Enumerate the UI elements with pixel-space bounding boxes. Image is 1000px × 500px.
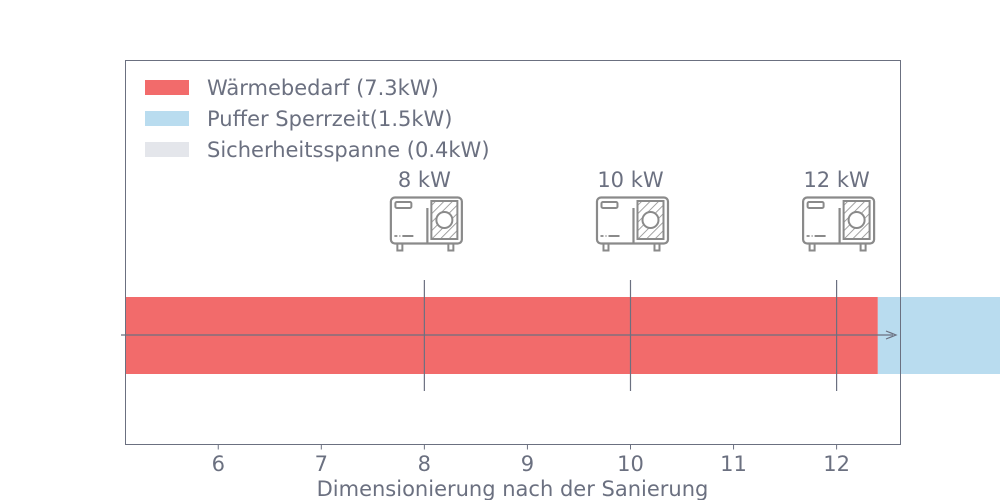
legend: Wärmebedarf (7.3kW) Puffer Sperrzeit(1.5k…	[145, 76, 490, 162]
x-tick-label: 10	[617, 452, 644, 476]
heat-pump-icons: 8 kW 10 kW 12 kW	[389, 168, 876, 252]
legend-swatch-2	[145, 111, 189, 126]
x-tick-label: 6	[212, 452, 225, 476]
heat-pump-icon	[802, 196, 876, 252]
x-arrow	[121, 330, 898, 340]
legend-swatch-1	[145, 80, 189, 95]
x-tick-label: 12	[823, 452, 850, 476]
arrow-head	[885, 330, 898, 340]
x-tick-label: 7	[315, 452, 328, 476]
heat-pump-label-2: 10 kW	[597, 168, 664, 192]
legend-label-2: Puffer Sperrzeit(1.5kW)	[207, 107, 453, 131]
legend-swatch-3	[145, 142, 189, 157]
heat-pump-icon	[389, 196, 463, 252]
legend-label-3: Sicherheitsspanne (0.4kW)	[207, 138, 490, 162]
heat-pump-icon	[595, 196, 670, 252]
plot-frame	[125, 60, 901, 445]
x-axis-label: Dimensionierung nach der Sanierung	[317, 477, 709, 500]
legend-label-1: Wärmebedarf (7.3kW)	[207, 76, 439, 100]
x-tick-label: 8	[418, 452, 431, 476]
heat-pump-label-3: 12 kW	[803, 168, 870, 192]
x-axis-ticks: 6 7 8 9 10 11 12	[212, 444, 850, 476]
x-tick-label: 9	[521, 452, 534, 476]
bar-segment-2	[877, 297, 1000, 374]
heat-pump-label-1: 8 kW	[398, 168, 451, 192]
x-tick-label: 11	[720, 452, 747, 476]
